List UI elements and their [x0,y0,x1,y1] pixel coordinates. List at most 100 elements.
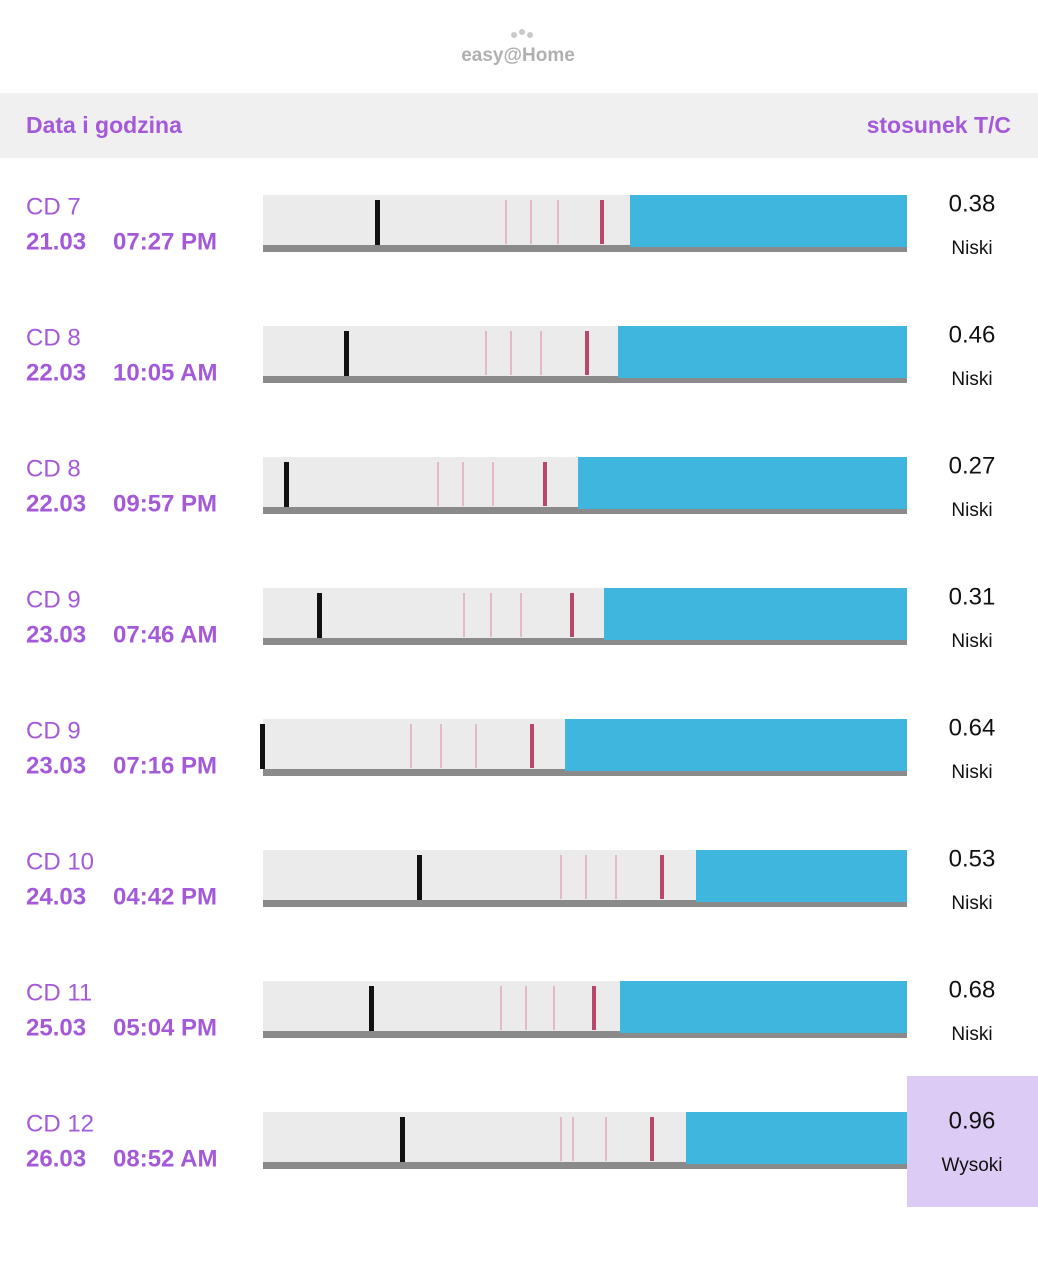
ratio: 0.68 [949,976,996,1003]
strip-line [570,593,574,637]
date: 24.03 [26,883,86,910]
date: 25.03 [26,1014,86,1041]
level: Wysoki [941,1155,1002,1176]
strip-line [592,986,596,1030]
column-header: stosunek T/C [867,112,1011,138]
cycle-day: CD 9 [26,586,81,613]
time: 04:42 PM [113,883,217,910]
level: Niski [951,369,992,390]
test-strip-photo [263,326,907,383]
result-row[interactable]: CD 7 21.03 07:27 PM 0.38 Niski [26,190,995,259]
test-strip-photo [263,195,907,252]
strip-shadow [263,769,907,776]
strip-label [578,457,907,509]
ratio: 0.27 [949,452,996,479]
strip-handle [260,724,265,769]
strip-line [490,593,492,637]
test-strip-photo [263,850,907,907]
level: Niski [951,238,992,259]
strip-line [505,200,507,244]
ratio: 0.96 [949,1107,996,1134]
strip-label [565,719,907,771]
result-row[interactable]: CD 11 25.03 05:04 PM 0.68 Niski [26,976,995,1045]
column-header: Data i godzina [26,112,182,138]
test-strip-photo [263,981,907,1038]
cycle-day: CD 8 [26,455,81,482]
time: 07:27 PM [113,228,217,255]
strip-shadow [263,638,907,645]
strip-line [410,724,412,768]
strip-line [600,200,604,244]
result-row[interactable]: CD 9 23.03 07:16 PM 0.64 Niski [26,714,995,783]
result-row[interactable]: CD 9 23.03 07:46 AM 0.31 Niski [26,583,995,652]
strip-line [440,724,442,768]
strip-handle [400,1117,405,1162]
strip-line [560,1117,562,1161]
strip-handle [284,462,289,507]
cycle-day: CD 11 [26,979,92,1006]
strip-line [553,986,555,1030]
strip-line [605,1117,607,1161]
strip-line [572,1117,574,1161]
strip-line [510,331,512,375]
result-row[interactable]: CD 8 22.03 09:57 PM 0.27 Niski [26,452,995,521]
ratio: 0.38 [949,190,996,217]
strip-shadow [263,245,907,252]
strip-line [540,331,542,375]
date: 23.03 [26,621,86,648]
test-strip-photo [263,457,907,514]
logo-text: easy@Home [461,45,575,66]
date: 22.03 [26,359,86,386]
strip-line [437,462,439,506]
strip-line [520,593,522,637]
table-header [0,93,1038,158]
time: 08:52 AM [113,1145,217,1172]
ratio: 0.53 [949,845,996,872]
date: 21.03 [26,228,86,255]
strip-line [492,462,494,506]
strip-line [660,855,664,899]
strip-label [604,588,907,640]
strip-label [618,326,907,378]
time: 09:57 PM [113,490,217,517]
strip-shadow [263,900,907,907]
level: Niski [951,500,992,521]
time: 10:05 AM [113,359,217,386]
strip-line [530,200,532,244]
strip-line [585,331,589,375]
cycle-day: CD 9 [26,717,81,744]
strip-handle [344,331,349,376]
strip-handle [375,200,380,245]
strip-handle [417,855,422,900]
level: Niski [951,762,992,783]
strip-line [500,986,502,1030]
rows: CD 7 21.03 07:27 PM 0.38 Niski CD 8 22.03 10:05… [26,190,1038,1207]
level: Niski [951,631,992,652]
strip-line [462,462,464,506]
strip-shadow [263,507,907,514]
strip-line [525,986,527,1030]
strip-label [630,195,907,247]
test-strip-photo [260,719,907,776]
cycle-day: CD 7 [26,193,81,220]
result-row[interactable]: CD 8 22.03 10:05 AM 0.46 Niski [26,321,995,390]
time: 07:16 PM [113,752,217,779]
date: 26.03 [26,1145,86,1172]
time: 05:04 PM [113,1014,217,1041]
cycle-day: CD 12 [26,1110,94,1137]
result-row[interactable]: CD 12 26.03 08:52 AM 0.96 Wysoki [26,1076,1038,1207]
cycle-day: CD 8 [26,324,81,351]
date: 23.03 [26,752,86,779]
strip-line [585,855,587,899]
strip-handle [317,593,322,638]
strip-label [686,1112,907,1164]
level: Niski [951,1024,992,1045]
test-strip-photo [263,588,907,645]
strip-line [543,462,547,506]
time: 07:46 AM [113,621,217,648]
date: 22.03 [26,490,86,517]
strip-line [530,724,534,768]
ratio: 0.31 [949,583,996,610]
result-row[interactable]: CD 10 24.03 04:42 PM 0.53 Niski [26,845,995,914]
